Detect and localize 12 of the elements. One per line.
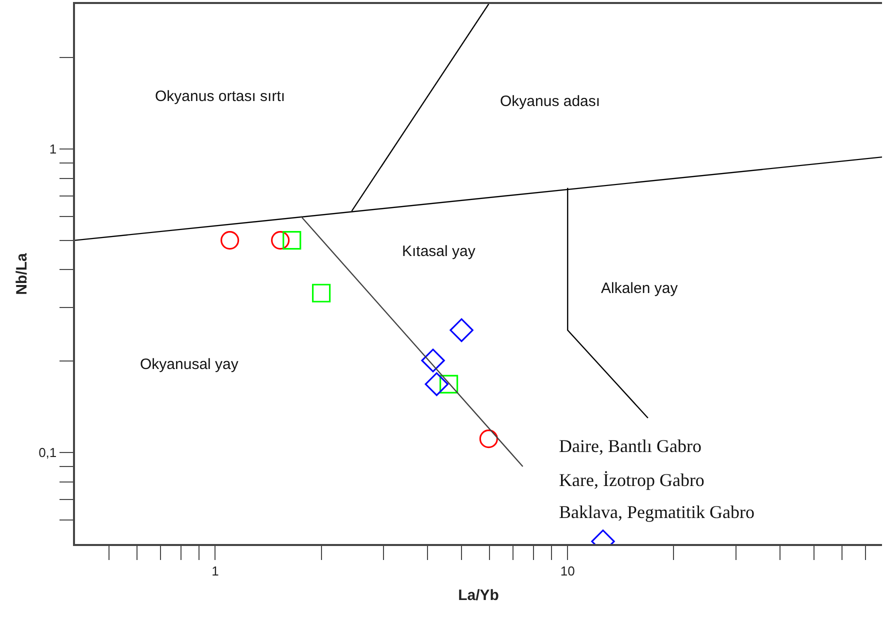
y-axis-title: Nb/La: [13, 252, 30, 295]
annotation: Alkalen yay: [601, 280, 678, 297]
annotation: Okyanus ortası sırtı: [155, 88, 286, 105]
annotation: Okyanus adası: [500, 93, 600, 110]
y-tick-label: 0,1: [38, 445, 57, 460]
annotation: Baklava, Pegmatitik Gabro: [559, 502, 754, 522]
annotation: Okyanusal yay: [140, 356, 239, 373]
annotation: Kare, İzotrop Gabro: [559, 470, 704, 490]
x-tick-label: 10: [560, 563, 575, 578]
annotation: Daire, Bantlı Gabro: [559, 436, 702, 456]
annotation: Kıtasal yay: [402, 243, 476, 260]
x-axis-title: La/Yb: [458, 586, 499, 604]
